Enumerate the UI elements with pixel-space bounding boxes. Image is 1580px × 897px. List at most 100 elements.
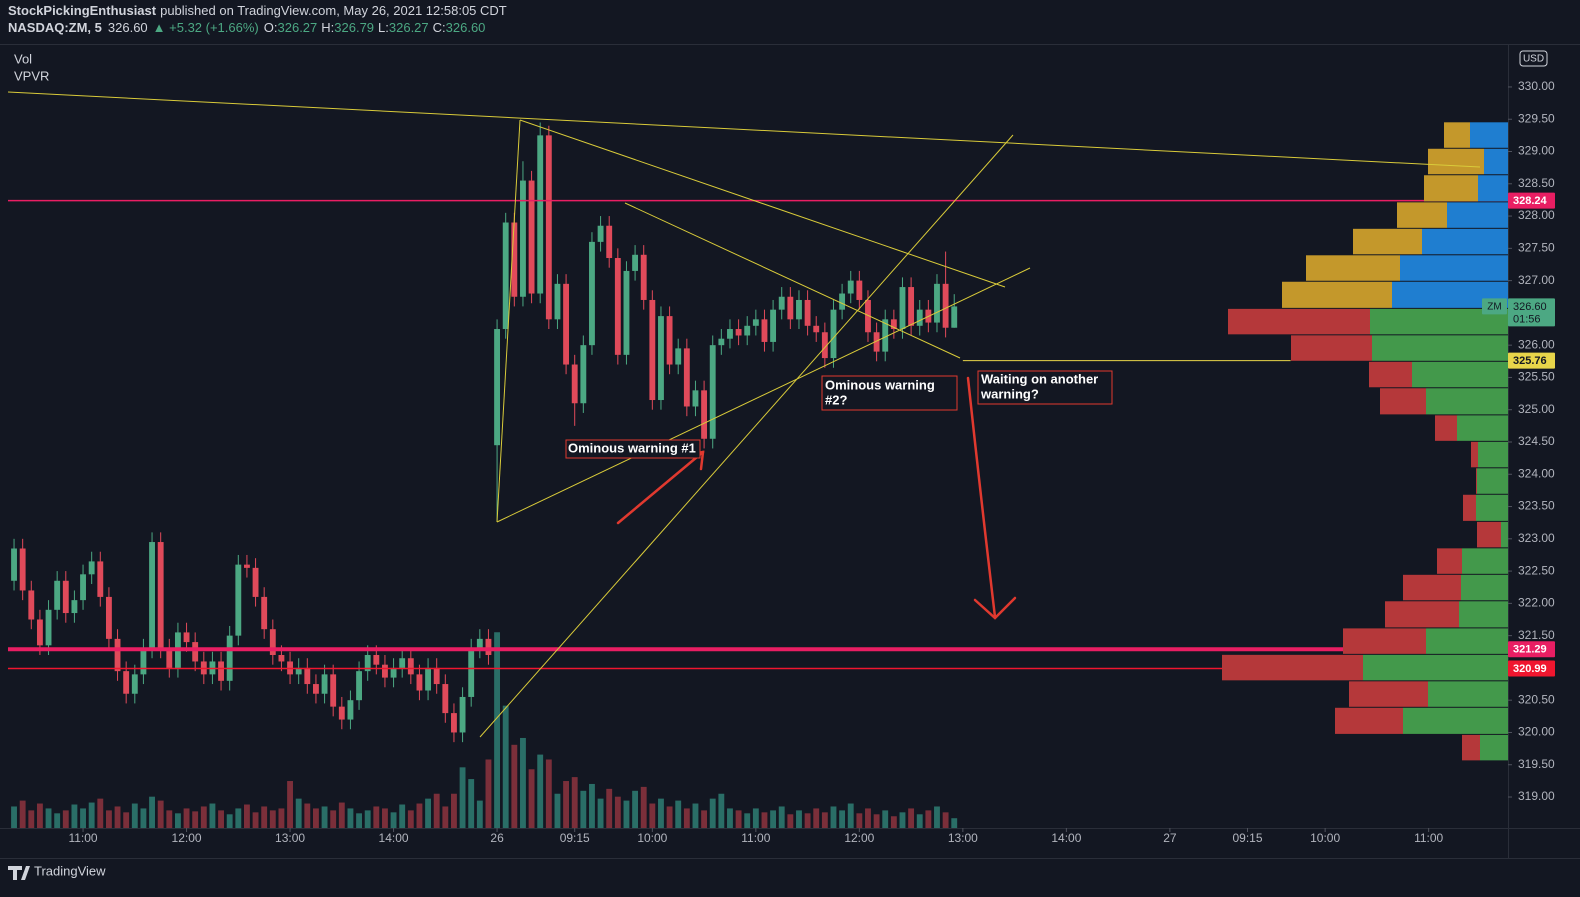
legend-item: VPVR — [14, 68, 49, 83]
volume-bar — [890, 816, 897, 828]
volume-bar — [614, 796, 621, 828]
candle-body — [45, 609, 52, 646]
candle-body — [468, 648, 475, 697]
volume-bar — [80, 808, 86, 828]
profile-up — [1476, 494, 1508, 521]
published: published on TradingView.com, May 26, 20… — [160, 3, 507, 18]
candle-body — [899, 287, 906, 330]
candle-body — [313, 684, 319, 694]
volume-bar — [563, 781, 570, 828]
y-tick-label: 322.50 — [1518, 563, 1555, 577]
volume-bar — [468, 779, 475, 828]
volume-bar — [347, 808, 354, 828]
candle-body — [882, 319, 889, 352]
volume-bar — [718, 793, 725, 828]
candle-body — [364, 655, 371, 672]
symbol: NASDAQ:ZM, 5 — [8, 20, 102, 35]
profile-up — [1400, 255, 1508, 281]
candle-body — [123, 671, 130, 694]
volume-bar — [511, 744, 518, 828]
volume-bar — [390, 812, 397, 828]
candle-body — [183, 632, 190, 643]
profile-down — [1397, 202, 1447, 228]
candle-body — [865, 299, 871, 333]
volume-bar — [269, 810, 276, 828]
profile-up — [1447, 202, 1508, 228]
candle-body — [105, 596, 112, 639]
y-tick-label: 329.50 — [1518, 111, 1555, 125]
candle-body — [735, 329, 742, 336]
volume-bar — [295, 798, 302, 828]
profile-down — [1444, 122, 1470, 148]
x-tick-label: 11:00 — [741, 831, 770, 845]
profile-down — [1477, 521, 1501, 548]
volume-bar — [632, 790, 639, 828]
y-tick-label: 323.50 — [1518, 499, 1555, 513]
candle-body — [157, 542, 164, 649]
trend-line — [8, 91, 1481, 168]
volume-bar — [882, 810, 889, 828]
candle-body — [261, 596, 268, 630]
currency-badge[interactable]: USD — [1519, 50, 1548, 67]
candle-body — [243, 564, 250, 568]
y-tick-label: 319.50 — [1518, 757, 1555, 771]
header: StockPickingEnthusiast published on Tradi… — [8, 3, 507, 35]
candle-body — [97, 561, 104, 597]
candle-body — [761, 319, 768, 342]
profile-up — [1422, 228, 1508, 255]
annotation: Waiting on another warning? — [977, 370, 1113, 405]
candle-body — [856, 280, 863, 300]
y-tick-label: 327.00 — [1518, 273, 1555, 287]
candle-body — [752, 319, 759, 326]
y-tick-label: 321.50 — [1518, 628, 1555, 642]
volume-bar — [580, 790, 587, 828]
volume-bar — [537, 754, 544, 828]
candle-body — [226, 635, 233, 681]
candle-body — [597, 225, 604, 242]
profile-down — [1349, 681, 1428, 707]
candle-body — [71, 600, 78, 614]
symbol-badge — [1482, 298, 1507, 315]
candle-body — [476, 638, 483, 649]
candle-body — [692, 390, 699, 407]
volume-bar — [287, 781, 293, 828]
profile-up — [1426, 628, 1508, 654]
candle-body — [442, 684, 449, 714]
volume-bar — [123, 812, 130, 828]
profile-down — [1403, 574, 1461, 601]
volume-bar — [865, 808, 871, 828]
volume-bar — [821, 812, 828, 828]
y-tick-label: 320.50 — [1518, 692, 1555, 706]
profile-up — [1478, 175, 1508, 202]
brand[interactable]: TradingView — [8, 863, 106, 880]
volume-bar — [744, 813, 751, 828]
annotation-text: Waiting on another — [981, 371, 1098, 386]
candle-body — [459, 696, 466, 733]
volume-bar — [804, 813, 811, 828]
candle-body — [951, 306, 958, 328]
candle-body — [649, 299, 656, 401]
profile-up — [1426, 388, 1508, 415]
volume-bar — [183, 808, 190, 828]
annotation: Ominous warning #1 — [565, 439, 701, 459]
candle-body — [433, 667, 440, 685]
volume-bar — [528, 769, 535, 828]
volume-bar — [416, 803, 423, 828]
ohlc-label: O: — [264, 20, 278, 35]
volume-bar — [88, 802, 95, 828]
volume-bar — [847, 803, 854, 828]
candle-body — [778, 296, 785, 310]
ohlc-label: L: — [378, 20, 389, 35]
volume-bar — [174, 813, 181, 828]
candle-body — [11, 548, 17, 581]
profile-down — [1353, 228, 1422, 255]
x-tick-label: 13:00 — [948, 831, 978, 845]
profile-up — [1428, 681, 1508, 707]
candle-body — [356, 671, 362, 701]
candle-body — [640, 254, 647, 300]
volume-bar — [934, 806, 940, 828]
y-tick-label: 324.50 — [1518, 434, 1555, 448]
volume-bar — [666, 806, 673, 828]
